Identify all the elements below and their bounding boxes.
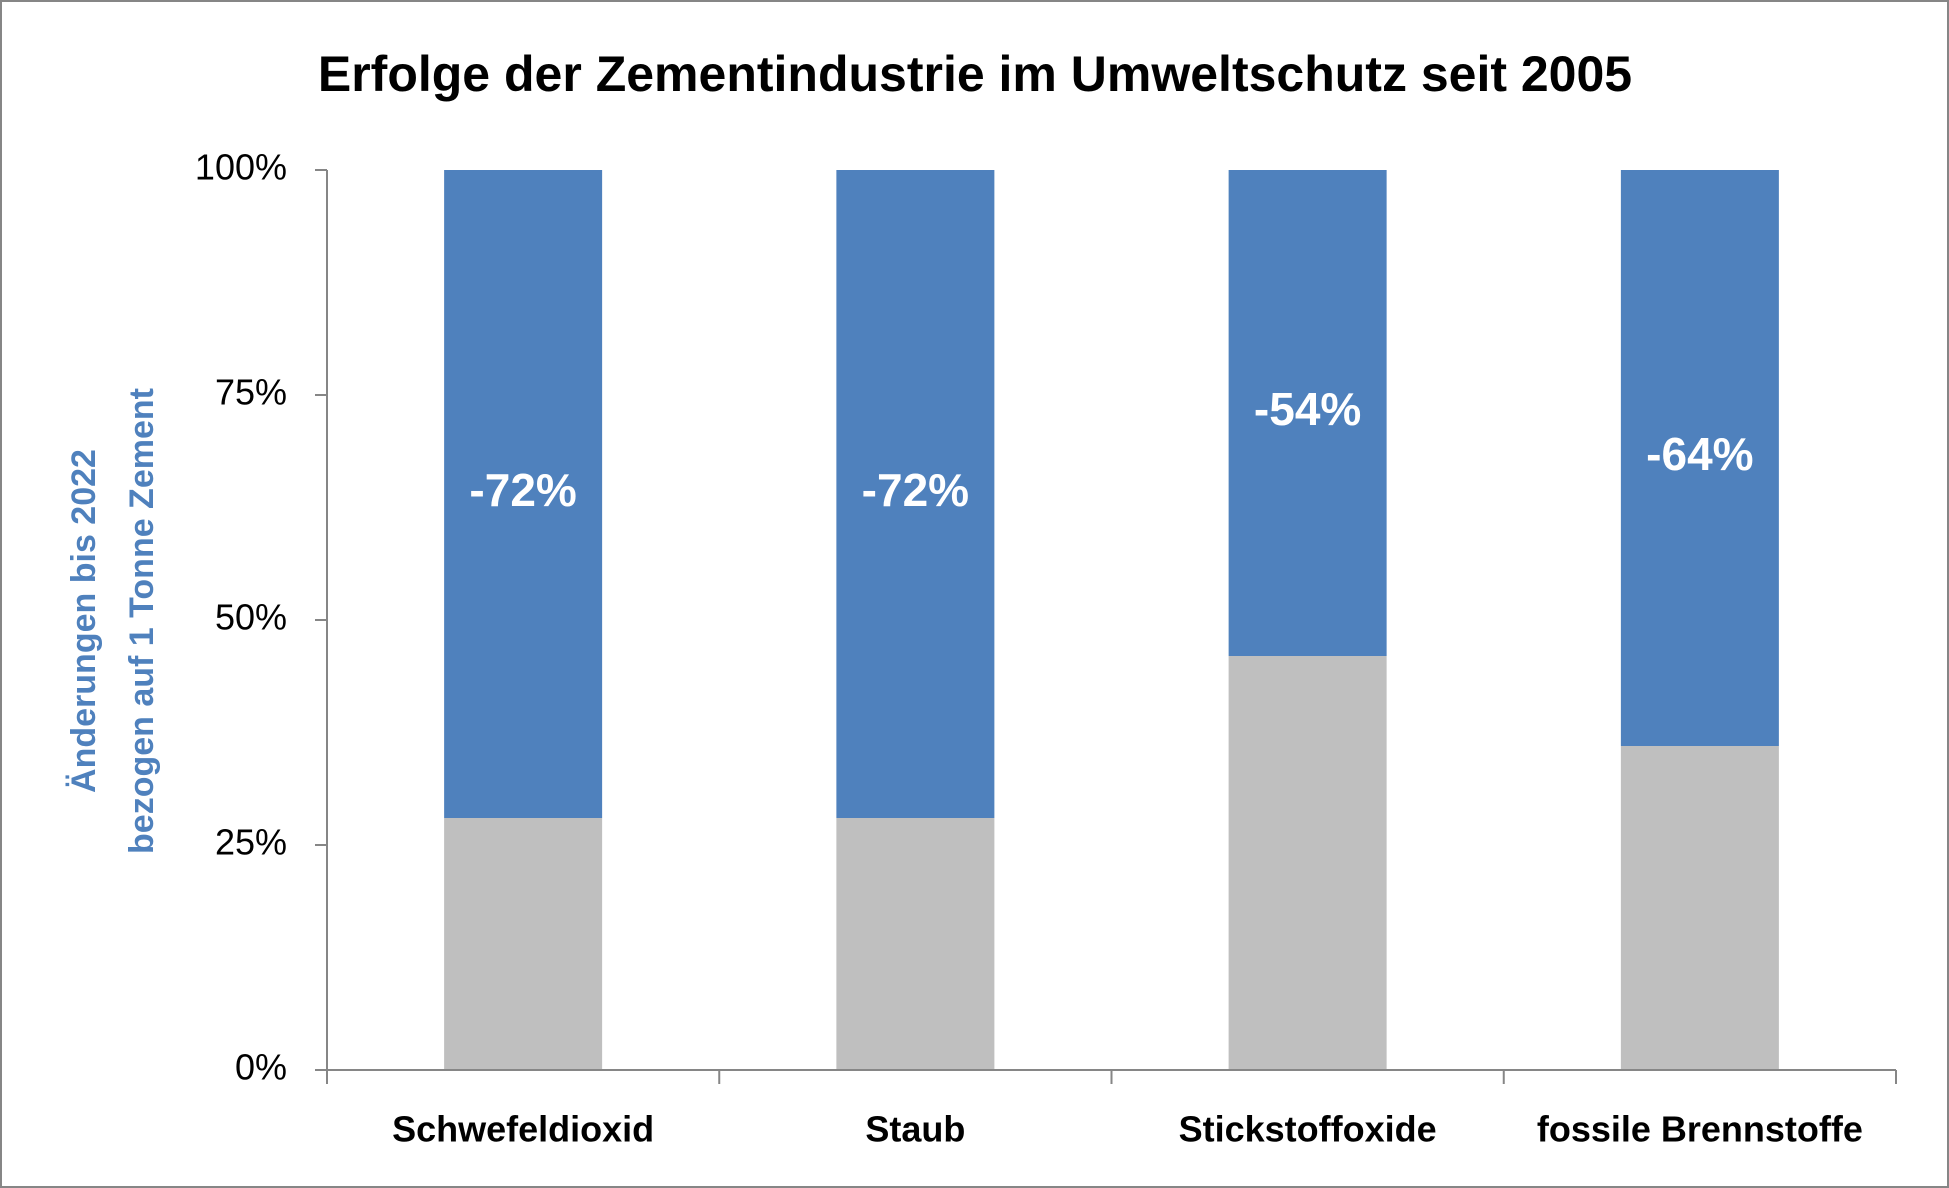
y-tick-label: 50% [215,597,287,638]
y-axis-title: Änderungen bis 2022 bezogen auf 1 Tonne … [65,388,161,854]
bar-segment [836,818,995,1070]
bar-segment [1620,170,1779,746]
y-axis-title-line: bezogen auf 1 Tonne Zement [123,388,161,854]
y-tick-label: 100% [195,147,287,188]
y-tick-label: 0% [235,1047,287,1088]
x-tick-label: Stickstoffoxide [1179,1109,1437,1150]
data-label: -72% [862,464,969,516]
bar-segment [444,170,603,818]
bar-segment [1228,170,1387,656]
x-tick-label: fossile Brennstoffe [1537,1109,1863,1150]
data-label: -64% [1646,428,1753,480]
bar-segment [1228,656,1387,1070]
x-tick-label: Staub [865,1109,965,1150]
x-tick-label: Schwefeldioxid [392,1109,654,1150]
y-tick-label: 75% [215,372,287,413]
bar-segment [836,170,995,818]
data-label: -54% [1254,383,1361,435]
y-axis-title-line: Änderungen bis 2022 [65,449,103,793]
y-tick-label: 25% [215,822,287,863]
bar-segment [1620,746,1779,1070]
chart-title: Erfolge der Zementindustrie im Umweltsch… [318,46,1632,102]
bar-segment [444,818,603,1070]
data-label: -72% [469,464,576,516]
